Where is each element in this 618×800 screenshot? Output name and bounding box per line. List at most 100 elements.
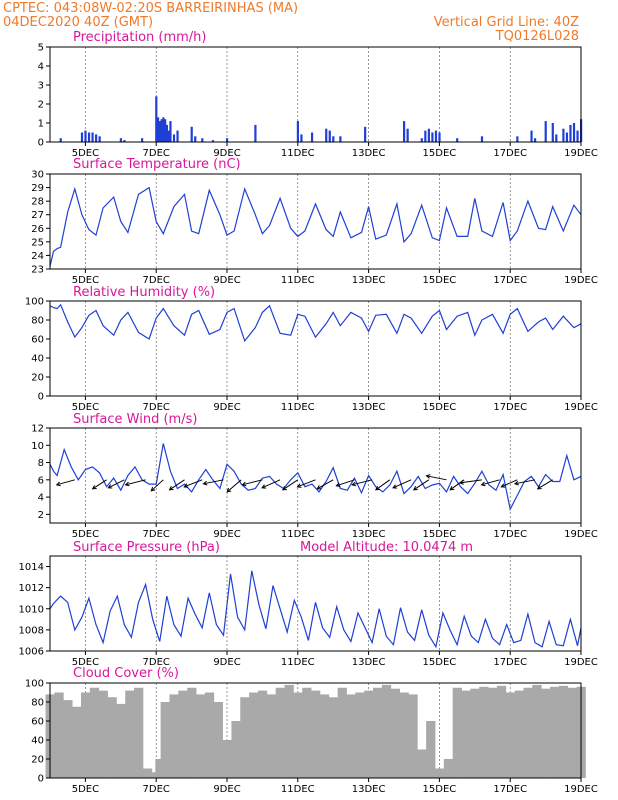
- cloud-bar: [116, 703, 126, 778]
- wind-arrow-shaft: [242, 479, 263, 486]
- precip-bar: [201, 138, 204, 142]
- wind-arrow: [513, 479, 536, 486]
- precip-bar: [59, 138, 62, 142]
- precip-bar: [420, 138, 423, 142]
- pressure-xtick-label: 11DEC: [281, 657, 315, 668]
- precip-xtick-label: 9DEC: [213, 148, 240, 159]
- precip-xtick-label: 11DEC: [281, 148, 315, 159]
- precip-bar: [226, 138, 229, 142]
- wind-arrow: [124, 479, 146, 487]
- precip-bar: [165, 124, 169, 142]
- temp-xtick-label: 17DEC: [493, 275, 527, 286]
- cloud-ytick-label: 60: [31, 717, 44, 728]
- wind-arrow-head: [335, 482, 341, 488]
- wind-arrow: [55, 479, 75, 487]
- wind-xtick-label: 15DEC: [423, 529, 457, 540]
- cloud-bar: [160, 702, 170, 778]
- precip-bar: [190, 126, 193, 142]
- wind-arrow: [91, 479, 107, 490]
- wind-arrow: [316, 479, 334, 490]
- humidity-xtick-label: 13DEC: [352, 402, 386, 413]
- humidity-ytick-label: 60: [31, 335, 44, 346]
- cloud-bar: [532, 684, 542, 778]
- precip-bar: [194, 136, 197, 142]
- precip-bar: [565, 132, 569, 142]
- precip-bar: [87, 132, 91, 142]
- wind-arrow-head: [296, 483, 302, 488]
- wind-arrow-head: [480, 481, 486, 487]
- cloud-bar: [364, 690, 374, 778]
- cloud-xtick-label: 9DEC: [213, 784, 240, 795]
- precip-bar: [403, 121, 406, 142]
- humidity-xtick-label: 15DEC: [423, 402, 457, 413]
- wind-arrow-head: [374, 485, 380, 491]
- header-date: 04DEC2020 40Z (GMT): [3, 15, 153, 30]
- cloud-bar: [311, 690, 321, 778]
- wind-arrow: [425, 474, 447, 481]
- cloud-bar: [125, 690, 135, 778]
- cloud-bar: [470, 688, 480, 778]
- cloud-bar: [541, 688, 551, 778]
- precip-bar: [530, 130, 533, 142]
- temp-ytick-label: 24: [31, 251, 44, 262]
- precip-ytick-label: 1: [38, 119, 44, 130]
- humidity-xtick-label: 7DEC: [143, 402, 170, 413]
- header-location: CPTEC: 043:08W-02:20S BARREIRINHAS (MA): [3, 1, 298, 16]
- wind-xtick-label: 19DEC: [564, 529, 598, 540]
- precip-bar: [156, 117, 160, 142]
- pressure-xtick-label: 7DEC: [143, 657, 170, 668]
- temp-xtick-label: 9DEC: [213, 275, 240, 286]
- wind-arrow: [241, 479, 263, 487]
- temp-title: Surface Temperature (nC): [73, 157, 241, 172]
- pressure-title: Surface Pressure (hPa): [73, 540, 220, 555]
- pressure-ytick-label: 1012: [19, 583, 44, 594]
- cloud-ytick-label: 0: [38, 774, 44, 785]
- cloud-bar: [479, 686, 489, 778]
- wind-arrow-shaft: [169, 479, 185, 491]
- cloud-bar: [98, 690, 108, 778]
- cloud-bar: [63, 700, 73, 778]
- humidity-xtick-label: 5DEC: [72, 402, 99, 413]
- precip-bar: [160, 119, 163, 142]
- wind-arrow-shaft: [375, 479, 391, 491]
- wind-arrow-shaft: [481, 479, 500, 486]
- wind-arrow: [458, 479, 482, 485]
- cloud-xtick-label: 15DEC: [423, 784, 457, 795]
- cloud-bar: [514, 690, 524, 778]
- cloud-panel: 0 20 40 60 80 100 5DEC 7DEC 9DEC 11DEC 13DEC 15DEC 1…: [25, 679, 598, 796]
- wind-arrow-head: [107, 484, 113, 489]
- cloud-bar: [89, 687, 100, 778]
- precip-title: Precipitation (mm/h): [73, 30, 206, 45]
- wind-arrow-head: [351, 481, 357, 487]
- temp-xtick-label: 11DEC: [281, 275, 315, 286]
- temp-panel: 23 24 25 26 27 28 29 30 5DEC 7DEC 9DEC 11DEC 13DEC 15…: [31, 170, 598, 287]
- wind-arrow: [500, 479, 518, 488]
- pressure-ytick-label: 1014: [19, 562, 44, 573]
- wind-arrow-head: [412, 486, 418, 491]
- cloud-bar: [142, 768, 153, 778]
- precip-bar: [176, 130, 179, 142]
- wind-arrow: [536, 479, 553, 490]
- cloud-bar: [523, 687, 533, 778]
- pressure-xtick-label: 15DEC: [423, 657, 457, 668]
- wind-arrow-head: [513, 480, 519, 486]
- precip-bar: [300, 134, 303, 142]
- precip-bar: [427, 128, 430, 142]
- wind-arrow: [202, 479, 224, 486]
- pressure-xtick-label: 19DEC: [564, 657, 598, 668]
- temp-line: [49, 186, 582, 267]
- pressure-line: [49, 570, 582, 649]
- precip-panel: 0 1 2 3 4 5 5DEC 7DEC 9DEC 11DEC 13DEC 15DEC 17DEC 19…: [38, 43, 598, 160]
- wind-arrow-shaft: [203, 479, 224, 485]
- pressure-ytick-label: 1010: [19, 604, 44, 615]
- precip-ytick-label: 2: [38, 100, 44, 111]
- wind-arrow: [392, 479, 412, 489]
- cloud-bar: [249, 692, 259, 778]
- humidity-title: Relative Humidity (%): [73, 285, 215, 300]
- wind-ytick-label: 8: [38, 458, 44, 469]
- precip-bar: [141, 138, 144, 142]
- wind-arrow-shaft: [316, 479, 334, 490]
- wind-arrow-shaft: [426, 475, 447, 481]
- cloud-bar: [355, 692, 365, 778]
- humidity-ytick-label: 80: [31, 316, 44, 327]
